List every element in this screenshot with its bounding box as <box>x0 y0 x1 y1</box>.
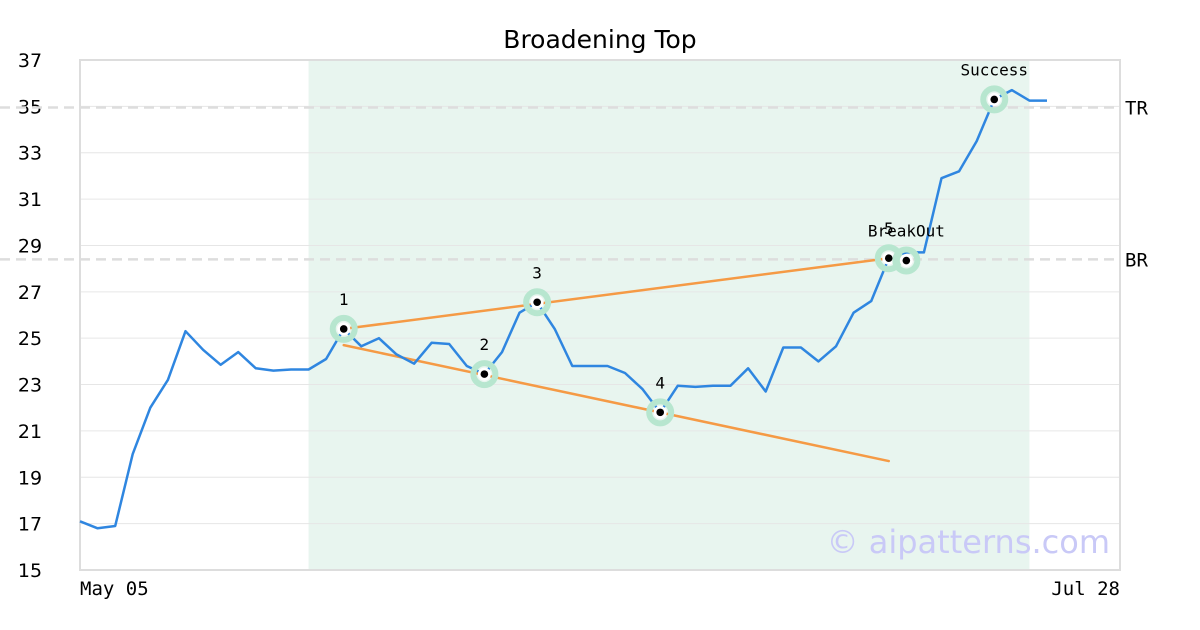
pattern-point-dot-breakout <box>902 256 911 265</box>
pattern-point-dot-3 <box>533 298 541 307</box>
y-tick-label: 33 <box>18 143 42 165</box>
pattern-point-ring-4 <box>646 398 675 427</box>
pattern-point-label-3: 3 <box>532 263 542 282</box>
pattern-point-dot-4 <box>656 408 664 417</box>
y-tick-label: 23 <box>18 375 42 397</box>
chart-title: Broadening Top <box>503 25 696 54</box>
y-tick-label: 25 <box>18 328 42 350</box>
y-tick-label: 21 <box>18 421 42 443</box>
lower-trend-line <box>342 343 891 463</box>
y-tick-label: 31 <box>18 189 42 211</box>
pattern-point-dot-success <box>990 95 999 104</box>
x-tick-label: Jul 28 <box>1051 578 1120 600</box>
y-tick-label: 15 <box>18 560 42 582</box>
y-tick-label: 35 <box>18 96 42 118</box>
y-tick-label: 27 <box>18 282 42 304</box>
pattern-point-ring-3 <box>523 288 552 317</box>
pattern-point-ring-success <box>980 85 1009 114</box>
plot-frame <box>79 59 1121 571</box>
y-tick-label: 17 <box>18 514 42 536</box>
y-tick-label: 29 <box>18 235 42 257</box>
pattern-point-dot-2 <box>480 370 489 378</box>
x-tick-label: May 05 <box>80 578 149 600</box>
upper-trend-line <box>342 256 891 331</box>
y-tick-label: 19 <box>18 467 42 489</box>
pattern-point-ring-1 <box>329 314 358 343</box>
y-tick-label: 37 <box>18 50 42 72</box>
price-series-line <box>79 88 1047 530</box>
pattern-point-label-4: 4 <box>655 373 665 392</box>
pattern-point-ring-5 <box>874 244 903 273</box>
pattern-point-label-1: 1 <box>339 290 349 309</box>
pattern-point-label-5: 5 <box>884 219 894 238</box>
pattern-point-dot-5 <box>884 254 893 263</box>
pattern-highlight-region <box>308 60 1030 570</box>
pattern-point-label-breakout: BreakOut <box>868 222 945 241</box>
pattern-point-label-2: 2 <box>480 335 490 354</box>
reference-label-br: BR <box>1125 249 1148 271</box>
pattern-point-ring-2 <box>470 360 499 389</box>
reference-label-tr: TR <box>1125 98 1148 120</box>
pattern-point-ring-breakout <box>892 246 921 275</box>
pattern-point-label-success: Success <box>961 60 1028 79</box>
watermark: © aipatterns.com <box>827 523 1110 561</box>
pattern-point-dot-1 <box>339 325 348 333</box>
